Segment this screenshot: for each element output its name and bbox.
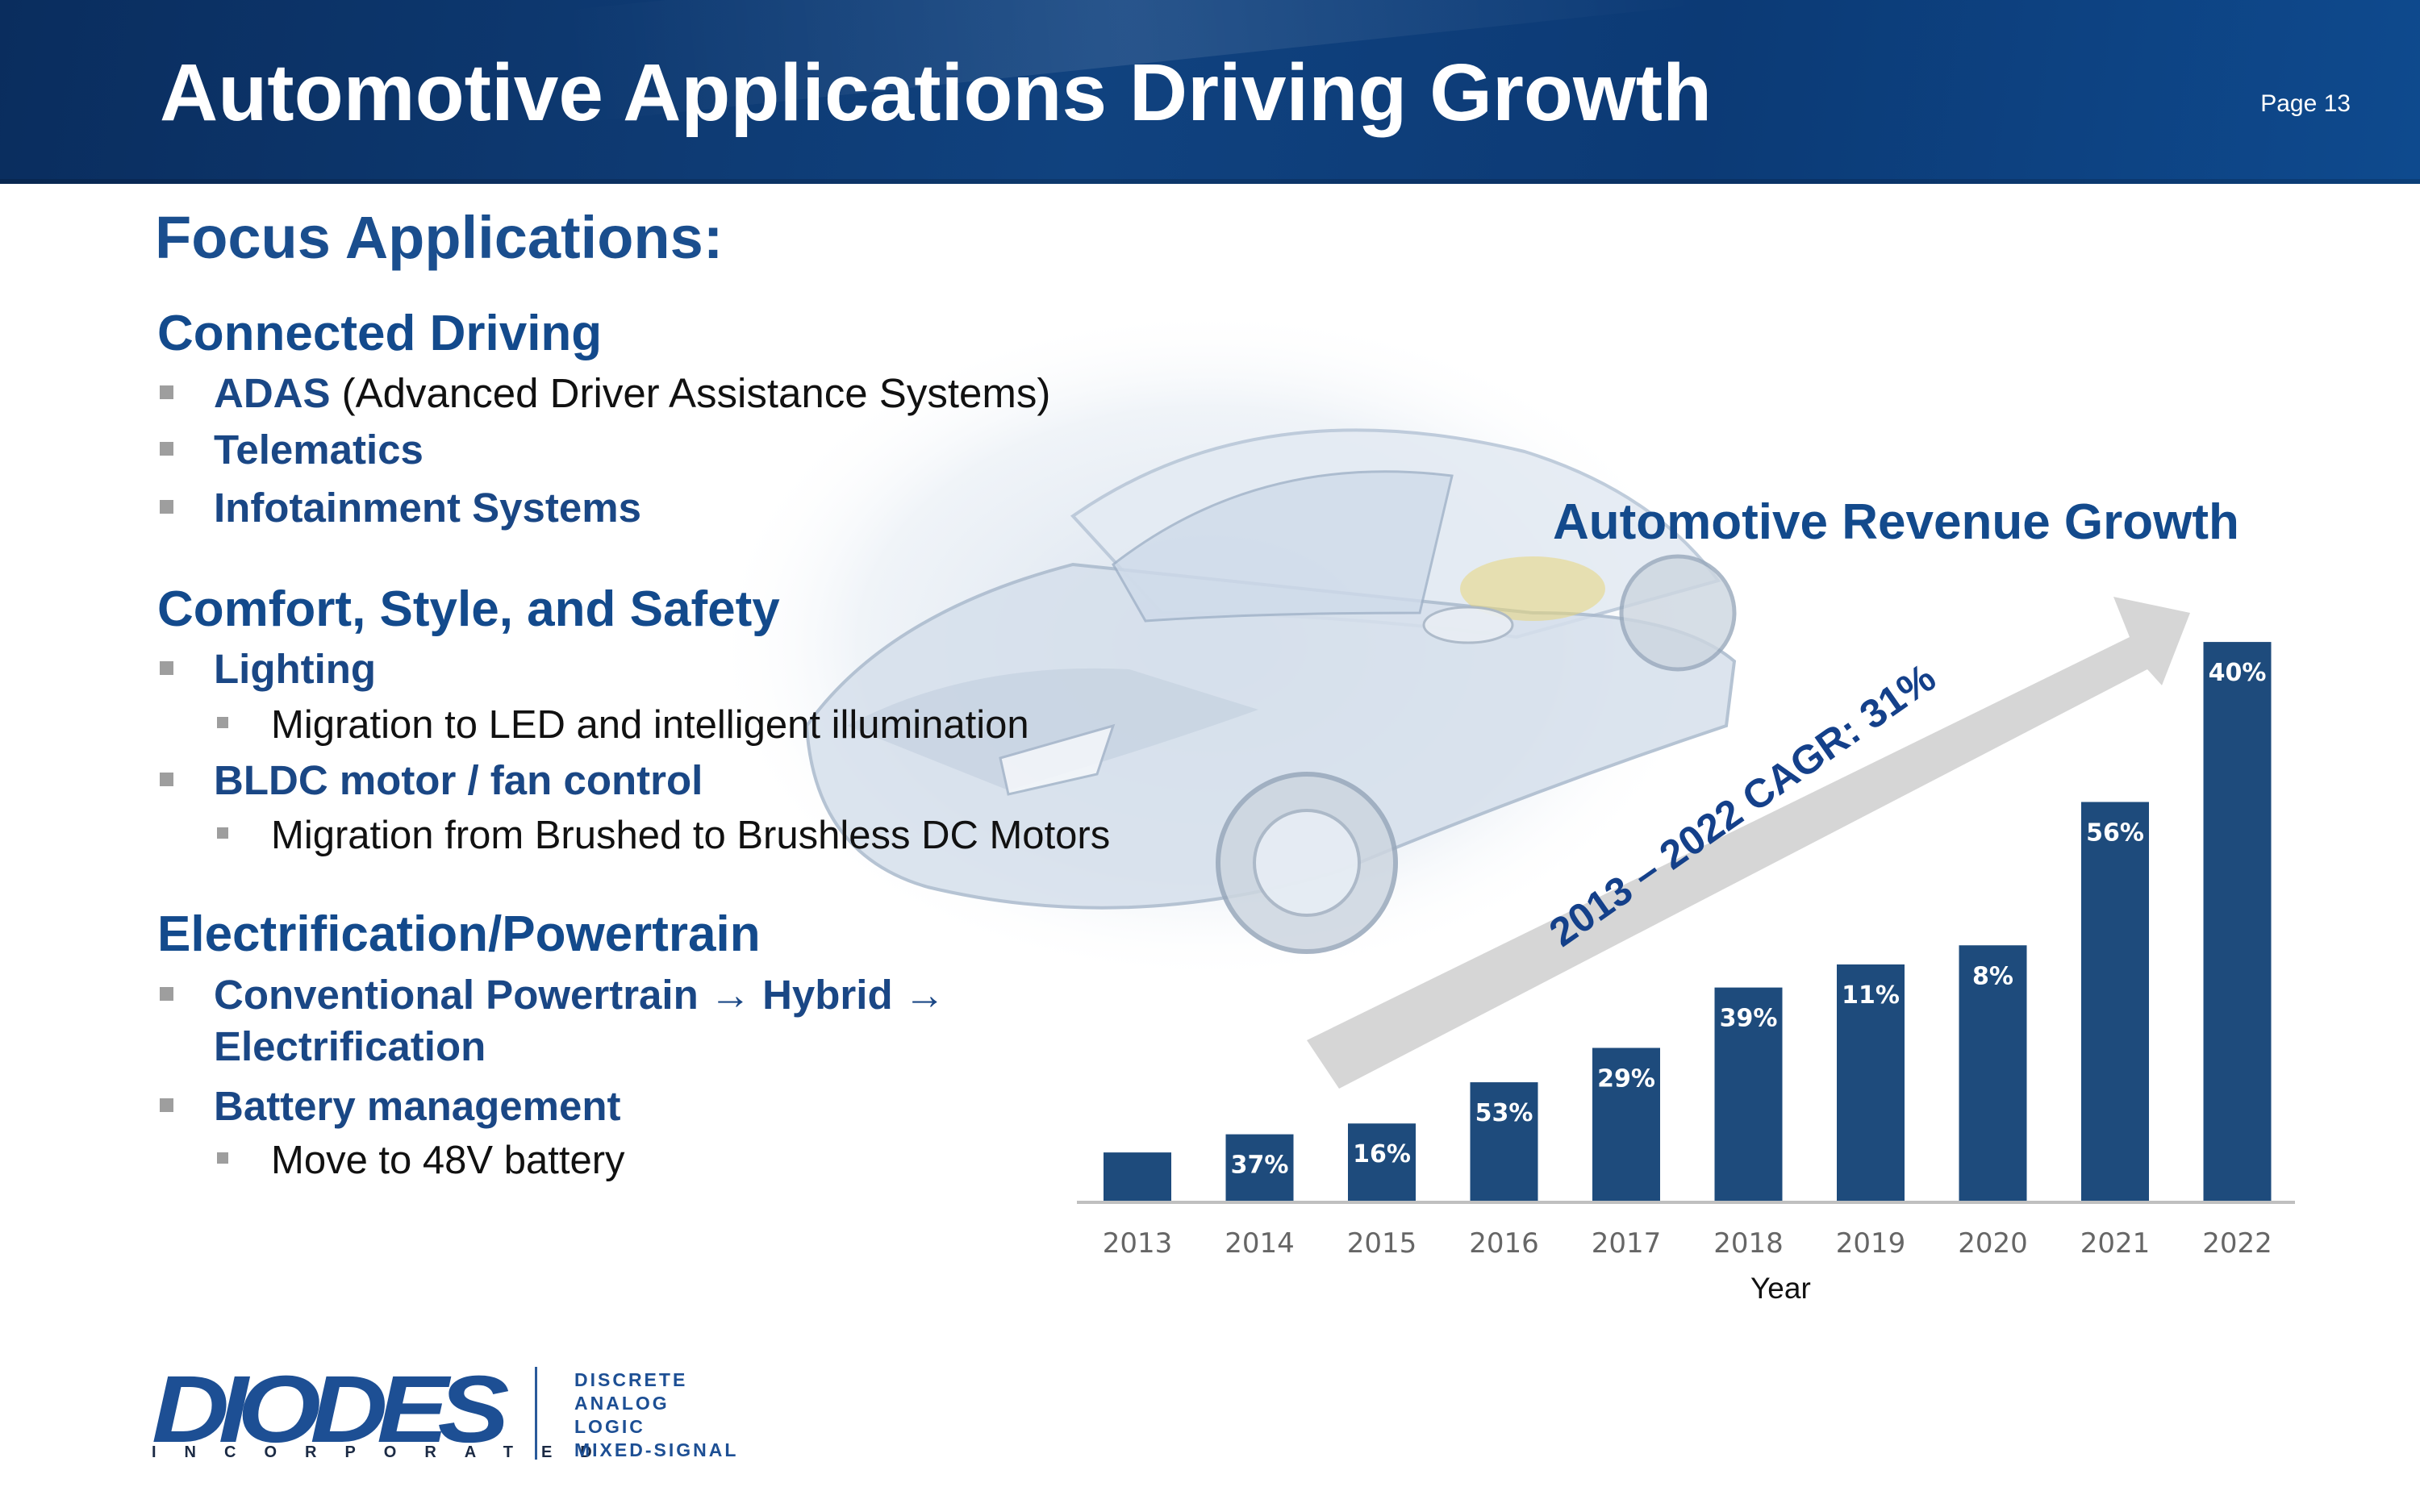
logo-divider [535,1367,537,1460]
bullet-infotainment: Infotainment Systems [214,485,641,531]
x-tick-2021: 2021 [2080,1227,2151,1260]
growth-label-2015: 16% [1353,1140,1411,1168]
bullet-bldc: BLDC motor / fan control [214,757,703,803]
page-number: Page 13 [2260,90,2351,117]
bullet-square-icon [160,661,173,675]
sub-bullet-square-icon [217,827,228,839]
bullet-powertrain-line1: Conventional Powertrain → Hybrid → [214,972,945,1018]
bullet-square-icon [160,500,173,514]
bar-2017 [1592,1048,1660,1202]
section-title-connected: Connected Driving [157,306,603,361]
bar-2018 [1714,987,1783,1202]
logo-line-logic: LOGIC [574,1416,645,1437]
growth-arrow [1307,597,2190,1089]
bullet-lighting: Lighting [214,646,377,692]
bar-2014 [1225,1134,1294,1202]
logo-line-discrete: DISCRETE [574,1369,688,1390]
x-tick-2017: 2017 [1592,1227,1662,1260]
sub-bullet-square-icon [217,1152,228,1164]
bar-2016 [1470,1082,1538,1202]
sub-bullet-square-icon [217,717,228,728]
bar-2019 [1837,964,1905,1202]
x-tick-2020: 2020 [1958,1227,2028,1260]
growth-label-2022: 40% [2209,659,2267,687]
logo-tagline: DISCRETE ANALOG LOGIC MIXED-SIGNAL [574,1368,738,1462]
logo-line-mixed-signal: MIXED-SIGNAL [574,1439,739,1460]
bullet-square-icon [160,1098,173,1112]
sub-bullet-led: Migration to LED and intelligent illumin… [271,703,1029,747]
slide-title: Automotive Applications Driving Growth [160,48,1713,138]
x-axis-title: Year [1750,1272,1811,1305]
growth-label-2014: 37% [1231,1152,1289,1180]
bar-2022 [2203,642,2272,1202]
growth-label-2017: 29% [1597,1064,1655,1093]
x-tick-2015: 2015 [1347,1227,1417,1260]
logo-wordmark: DIODES [152,1356,509,1463]
logo-incorporated: INCORPORATED [152,1443,620,1461]
bullet-battery: Battery management [214,1083,621,1129]
bar-2021 [2081,802,2149,1202]
header-band: Automotive Applications Driving Growth P… [0,0,2420,184]
growth-label-2021: 56% [2086,819,2144,848]
bullet-telematics: Telematics [214,427,424,473]
growth-label-2016: 53% [1475,1099,1533,1127]
chart-title: Automotive Revenue Growth [1553,494,2239,550]
bullet-adas-bold: ADAS [214,370,331,416]
x-tick-2013: 2013 [1103,1227,1173,1260]
bullet-adas: ADAS (Advanced Driver Assistance Systems… [214,369,1050,417]
bar-2015 [1348,1123,1416,1202]
bullet-square-icon [160,773,173,786]
x-tick-2022: 2022 [2202,1227,2272,1260]
bullet-powertrain-line2: Electrification [214,1023,486,1069]
bullet-square-icon [160,442,173,456]
section-title-comfort: Comfort, Style, and Safety [157,581,780,637]
growth-label-2019: 11% [1842,981,1900,1010]
growth-label-2020: 8% [1972,962,2013,990]
bar-2020 [1959,945,2027,1202]
focus-title: Focus Applications: [155,204,724,271]
x-tick-2018: 2018 [1713,1227,1784,1260]
sub-bullet-48v: Move to 48V battery [271,1139,625,1182]
bullet-square-icon [160,987,173,1001]
logo-line-analog: ANALOG [574,1393,670,1414]
bullet-square-icon [160,385,173,399]
x-tick-2014: 2014 [1225,1227,1295,1260]
x-tick-2019: 2019 [1836,1227,1906,1260]
x-tick-2016: 2016 [1469,1227,1539,1260]
growth-label-2018: 39% [1720,1005,1778,1033]
bullet-adas-plain: (Advanced Driver Assistance Systems) [330,370,1051,416]
sub-bullet-brushless: Migration from Brushed to Brushless DC M… [271,814,1111,857]
bar-2013 [1104,1152,1171,1202]
section-title-electrification: Electrification/Powertrain [157,906,761,962]
